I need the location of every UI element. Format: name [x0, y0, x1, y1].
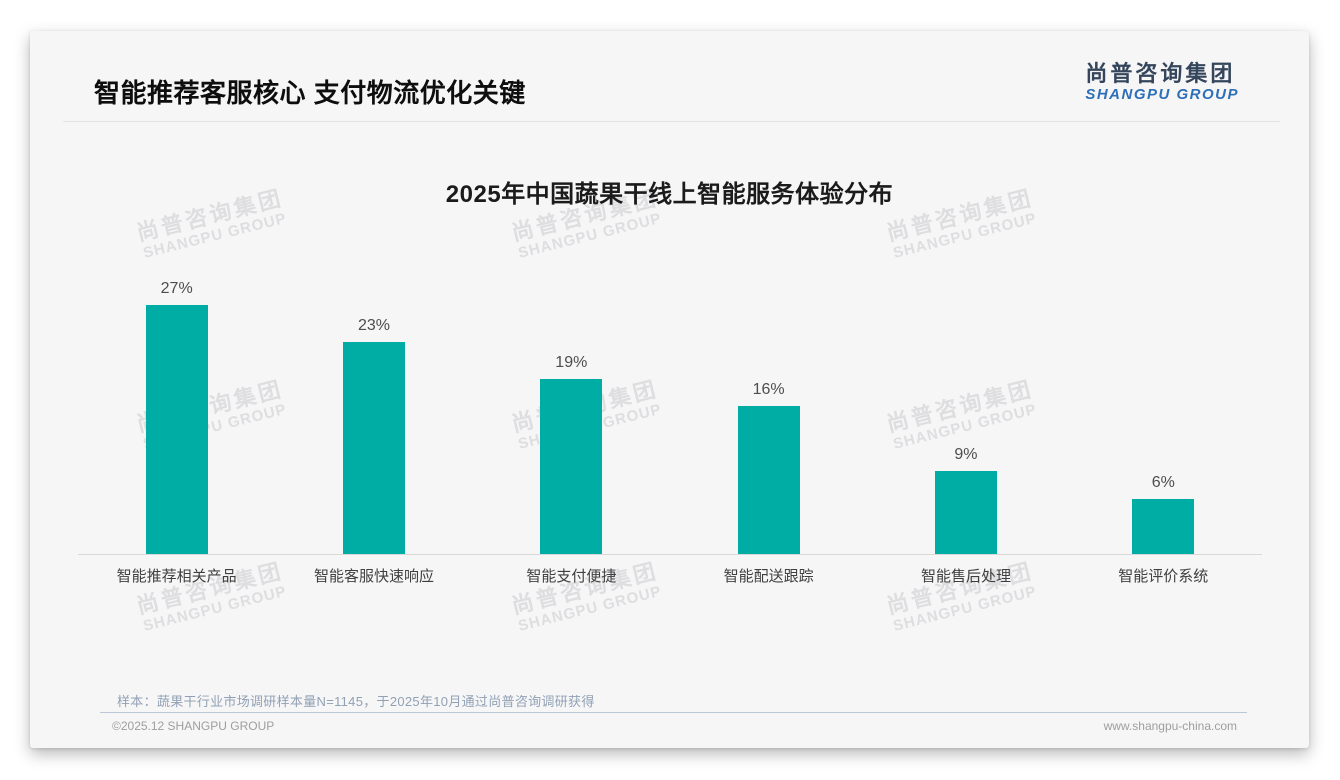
bar [145, 305, 208, 554]
x-axis-line [78, 554, 1262, 555]
watermark-english-text: SHANGPU GROUP [891, 583, 1039, 636]
bar-column: 16% [670, 381, 867, 554]
footer-copyright: ©2025.12 SHANGPU GROUP [112, 719, 275, 733]
bar-value-label: 23% [357, 317, 390, 334]
bar-value-label: 27% [160, 280, 193, 297]
bar [934, 471, 997, 554]
category-label: 智能推荐相关产品 [116, 568, 237, 585]
bar-value-label: 16% [752, 381, 785, 398]
bar-column: 19% [473, 354, 670, 554]
bar-column: 6% [1065, 474, 1262, 554]
logo-chinese-text: 尚普咨询集团 [1085, 61, 1236, 86]
watermark-english-text: SHANGPU GROUP [891, 210, 1039, 263]
bar-column: 9% [867, 446, 1064, 554]
bar [342, 342, 405, 554]
bar-value-label: 9% [954, 446, 978, 463]
footer-divider [100, 712, 1247, 713]
bar-value-label: 6% [1151, 474, 1175, 491]
category-label: 智能售后处理 [920, 568, 1011, 585]
company-logo: 尚普咨询集团 SHANGPU GROUP [1085, 61, 1239, 104]
logo-english-text: SHANGPU GROUP [1085, 86, 1239, 104]
header-divider [63, 121, 1280, 122]
slide-card: 尚普咨询集团 SHANGPU GROUP 尚普咨询集团 SHANGPU GROUP 尚普… [30, 31, 1309, 748]
category-label: 智能支付便捷 [526, 568, 617, 585]
bar [737, 406, 800, 554]
category-label: 智能配送跟踪 [723, 568, 814, 585]
category-label: 智能评价系统 [1118, 568, 1209, 585]
bar [1132, 499, 1195, 554]
bar-value-label: 19% [555, 354, 588, 371]
watermark-english-text: SHANGPU GROUP [516, 583, 664, 636]
bar [540, 379, 603, 554]
sample-footnote: 样本：蔬果干行业市场调研样本量N=1145，于2025年10月通过尚普咨询调研获… [117, 694, 595, 709]
bar-column: 27% [78, 280, 275, 554]
footer-website: www.shangpu-china.com [1103, 719, 1237, 733]
watermark-english-text: SHANGPU GROUP [516, 210, 664, 263]
watermark-english-text: SHANGPU GROUP [141, 583, 289, 636]
category-label: 智能客服快速响应 [313, 568, 434, 585]
chart-title: 2025年中国蔬果干线上智能服务体验分布 [445, 181, 894, 208]
page-title: 智能推荐客服核心 支付物流优化关键 [94, 78, 526, 108]
category-axis: 智能推荐相关产品 智能客服快速响应 智能支付便捷 智能配送跟踪 智能售后处理 智能评价系统 [78, 565, 1262, 586]
plot-area: 27% 23% 19% 16% 9% 6% [78, 271, 1262, 554]
bar-column: 23% [275, 317, 472, 554]
watermark-english-text: SHANGPU GROUP [141, 210, 289, 263]
